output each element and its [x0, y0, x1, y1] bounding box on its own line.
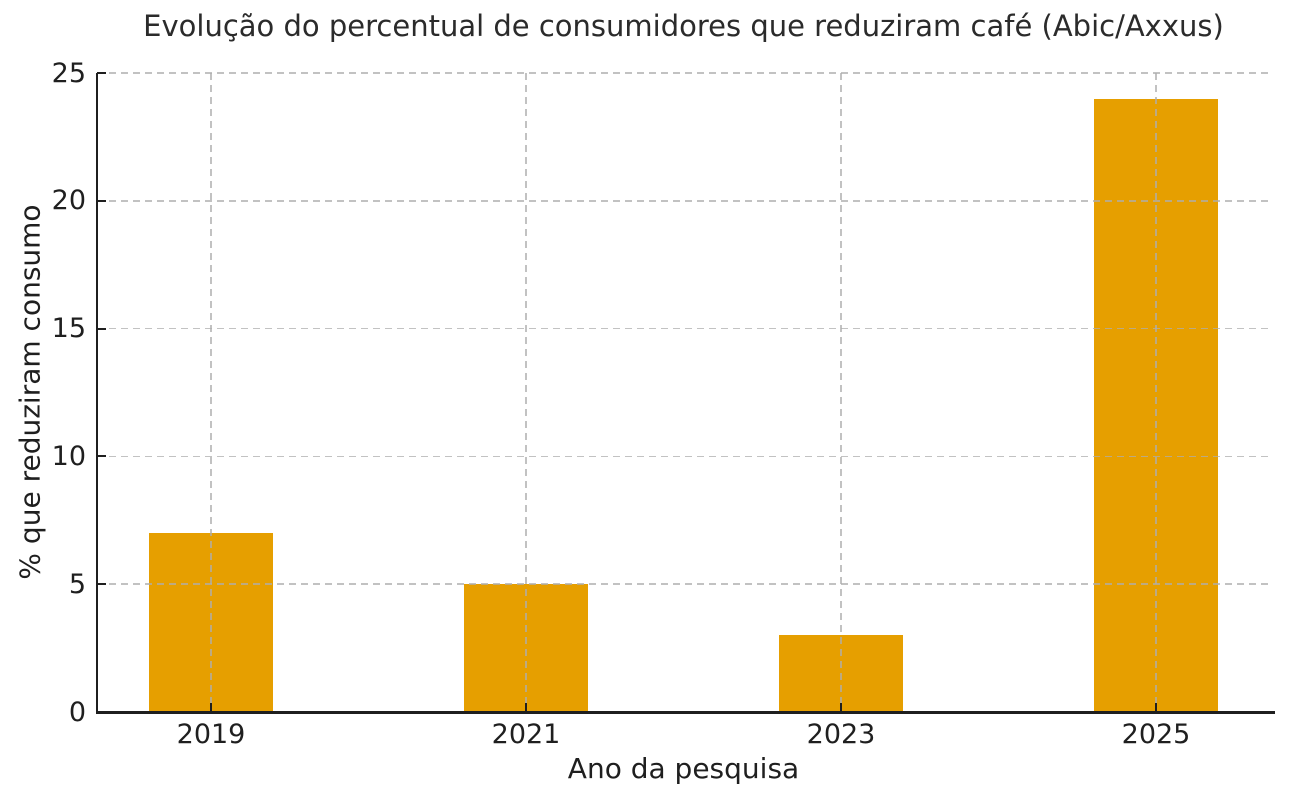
y-tick-label-5: 5 [68, 568, 86, 600]
y-tick-15 [97, 327, 106, 330]
v-gridline-2025 [1155, 73, 1157, 712]
v-gridline-2019 [210, 73, 212, 712]
x-axis-spine [95, 710, 1275, 714]
v-gridline-2021 [525, 73, 527, 712]
x-tick-label-2019: 2019 [176, 719, 246, 750]
y-tick-label-25: 25 [51, 57, 86, 89]
y-tick-10 [97, 455, 106, 458]
v-gridline-2023 [840, 73, 842, 712]
chart-title: Evolução do percentual de consumidores q… [143, 9, 1224, 43]
y-tick-label-10: 10 [51, 440, 86, 472]
x-tick-label-2023: 2023 [806, 719, 876, 750]
y-tick-20 [97, 199, 106, 202]
plot-area [95, 71, 1275, 714]
x-tick-label-2025: 2025 [1121, 719, 1191, 750]
h-gridline-15 [97, 327, 1270, 330]
y-tick-label-20: 20 [51, 185, 86, 217]
y-axis-spine [95, 73, 99, 714]
h-gridline-25 [97, 72, 1270, 74]
y-tick-label-15: 15 [51, 313, 86, 345]
x-tick-2021 [524, 703, 528, 712]
y-axis-title: % que reduziram consumo [13, 204, 47, 580]
y-tick-label-0: 0 [68, 696, 86, 728]
x-tick-label-2021: 2021 [491, 719, 561, 750]
x-tick-2023 [839, 703, 843, 712]
h-gridline-10 [97, 455, 1270, 458]
y-tick-5 [97, 583, 106, 586]
y-tick-25 [97, 71, 106, 75]
y-tick-0 [97, 710, 106, 714]
h-gridline-20 [97, 199, 1270, 202]
h-gridline-5 [97, 583, 1270, 586]
x-tick-2019 [209, 703, 213, 712]
x-axis-title: Ano da pesquisa [567, 752, 800, 785]
x-tick-2025 [1154, 703, 1158, 712]
